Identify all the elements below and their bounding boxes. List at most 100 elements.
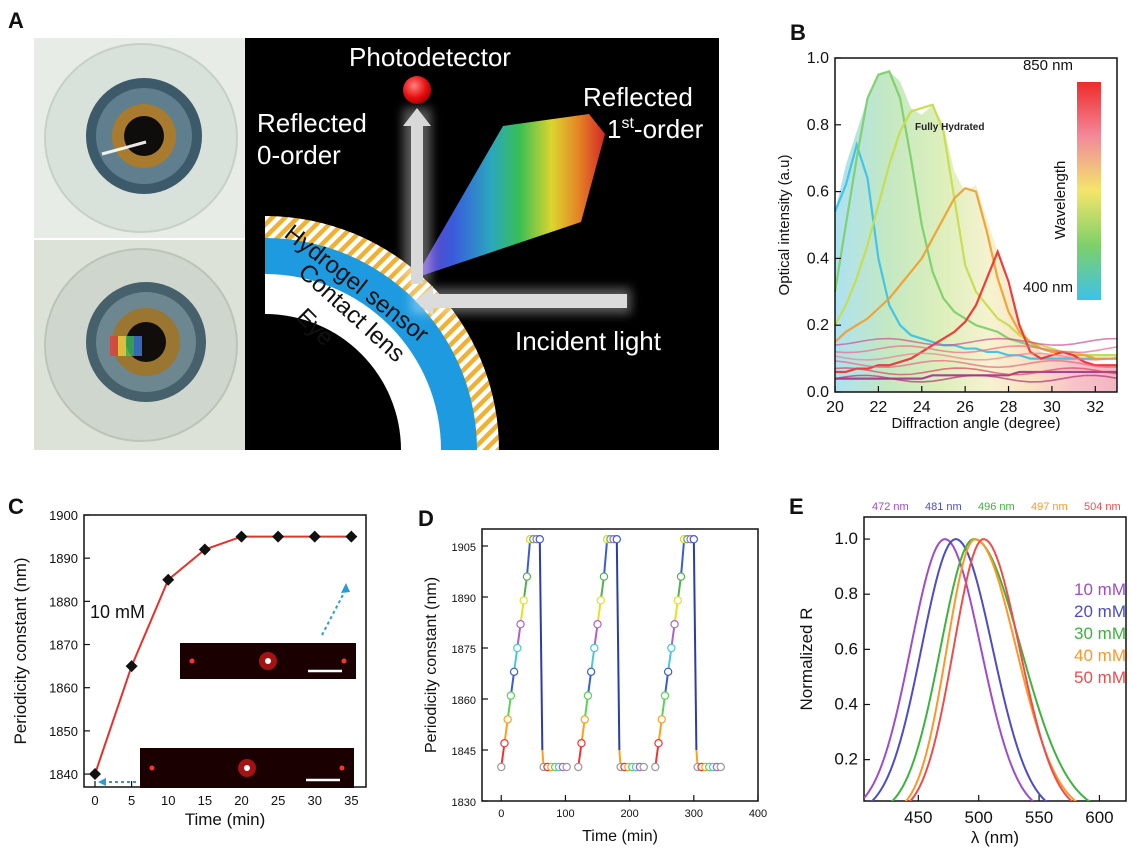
data-point [657,715,666,724]
colorbar-top-label: 850 nm [1023,57,1073,74]
x-tick-label: 0 [91,793,98,808]
x-tick-label: 450 [904,808,932,827]
rise-segment [602,539,609,577]
eye-photo-top [34,38,248,238]
y-tick-label: 1860 [452,695,476,707]
data-point [651,762,660,772]
data-point [503,715,512,724]
data-point [198,543,211,556]
data-point [500,738,509,748]
data-point [673,596,682,605]
cycle-group [497,535,571,772]
peak-label: 472 nm [872,501,909,513]
legend-entry: 20 mM [1074,602,1126,621]
y-tick-label: 1890 [452,593,476,605]
y-axis-label: Normalized R [797,608,816,711]
data-point [574,762,583,772]
x-tick-label: 550 [1025,808,1053,827]
peak-label: 496 nm [978,501,1015,513]
data-point [235,530,248,543]
data-point [506,691,516,700]
y-tick-label: 0.2 [807,317,829,334]
data-point [497,762,506,772]
y-tick-label: 1840 [49,767,78,782]
lens-layers [265,216,499,450]
data-point [562,762,571,772]
data-point [599,572,609,581]
x-tick-label: 22 [869,399,887,416]
x-tick-label: 28 [1000,399,1018,416]
data-point [516,619,525,629]
drop-segment [538,539,544,751]
y-tick-label: 0.4 [834,694,858,713]
data-point [577,738,586,748]
data-point [513,643,522,653]
chart-e: 450 500 550 600 0.2 0.4 0.6 0.8 1.0 λ (nm) Normali… [797,501,1127,847]
data-point [88,768,101,781]
spectrum-40-mm [904,538,1077,801]
diffraction-inset-top [180,643,356,679]
x-tick-label: 200 [620,808,638,820]
data-point [162,573,175,586]
y-tick-label: 1880 [49,594,78,609]
baseline-trace [834,352,1118,361]
y-axis-label: Optical intensity (a.u) [776,155,793,296]
y-tick-label: 1845 [452,746,476,758]
x-tick-label: 400 [749,808,767,820]
first-order-spot [339,765,345,771]
x-tick-label: 30 [1043,399,1061,416]
first-order-spot [149,765,155,771]
x-axis-label: λ (nm) [971,828,1019,847]
photodetector-icon [403,76,431,104]
drop-segment [692,539,698,751]
reflected-0-label-line2: 0-order [257,140,341,170]
data-point [519,596,528,605]
data-point [535,535,544,544]
data-point [716,762,725,772]
y-tick-label: 1830 [452,797,476,809]
eye-photo-bottom [34,240,248,450]
rise-segment [525,539,532,577]
photodetector-label: Photodetector [349,42,511,72]
arrow-bottom-head [98,778,106,786]
data-point [660,691,670,700]
panel-label-a: A [8,8,24,33]
baseline-trace [834,337,1118,347]
first-order-spot [189,658,195,664]
spectrum-30-mm [890,538,1091,801]
y-tick-label: 0.8 [807,117,829,134]
reflected-0-label-line1: Reflected [257,108,367,138]
y-tick-label: 0.6 [807,184,829,201]
data-point [676,572,686,581]
baseline-trace [834,359,1118,369]
sensor-diagram: Photodetector Reflected 0-order Reflecte… [245,38,719,450]
x-tick-label: 35 [344,793,358,808]
y-tick-label: 1890 [49,551,78,566]
legend-entry: 50 mM [1074,668,1126,687]
x-tick-label: 300 [685,808,703,820]
y-tick-label: 1900 [49,508,78,523]
peak-label: 497 nm [1031,501,1068,513]
panel-label-c: C [8,494,24,519]
y-axis-label: Periodicity constant (nm) [11,557,30,744]
data-point [308,530,321,543]
chart-c: 0 5 10 15 20 25 30 35 1840 1850 1860 1870 1880 1890 19… [11,508,367,829]
y-tick-label: 1.0 [807,50,829,67]
spectrum-50-mm [909,538,1073,801]
data-point [663,667,673,676]
legend-entry: 30 mM [1074,624,1126,643]
x-tick-label: 20 [826,399,844,416]
x-tick-label: 20 [234,793,248,808]
zero-order-spot [244,765,250,771]
reflected-1-label-line1: Reflected [583,82,693,112]
x-tick-label: 500 [965,808,993,827]
x-tick-label: 600 [1085,808,1113,827]
y-tick-label: 1905 [452,542,476,554]
cycle-group [651,535,725,772]
incident-beam [411,286,631,316]
data-point [639,762,648,772]
y-tick-label: 0.6 [834,639,858,658]
data-point [272,530,285,543]
data-point [583,691,593,700]
peak-label: 504 nm [1084,501,1121,513]
